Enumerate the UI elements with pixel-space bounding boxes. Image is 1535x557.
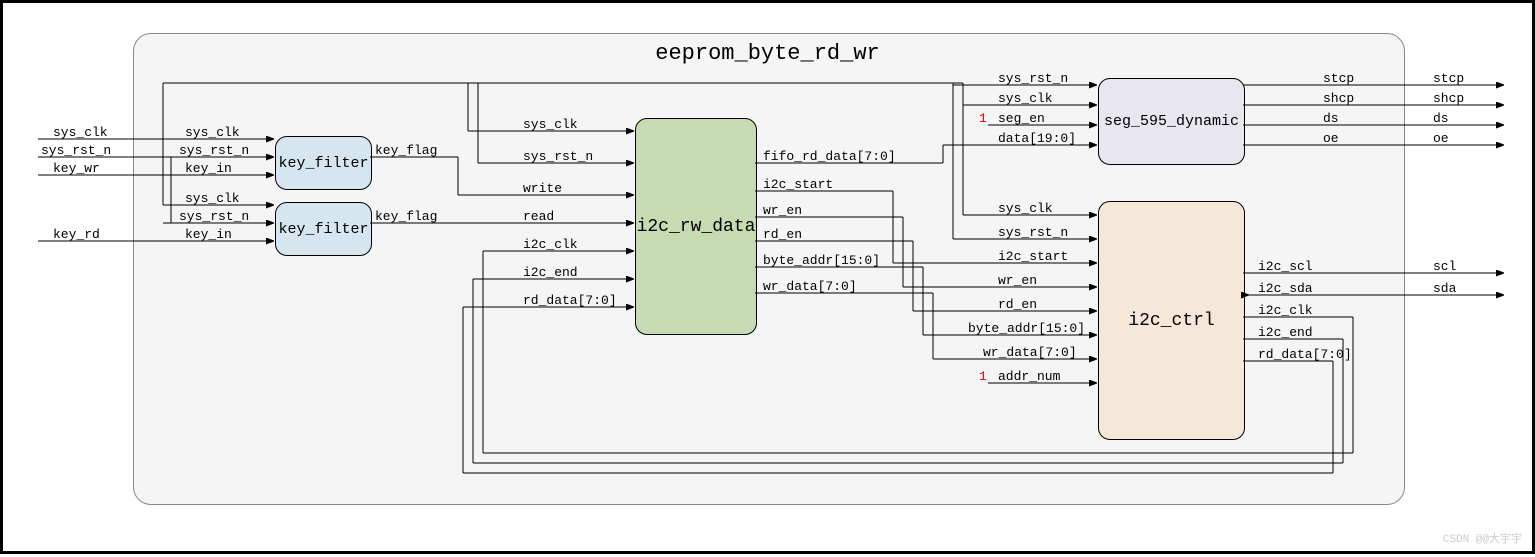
wires-svg [3, 3, 1535, 557]
outer-frame: eeprom_byte_rd_wr key_filter key_filter … [0, 0, 1535, 554]
